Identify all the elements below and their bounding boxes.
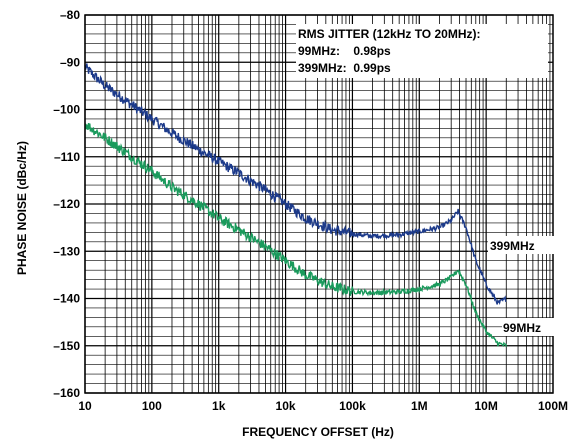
- y-tick-label: –140: [53, 292, 80, 306]
- series-line-399MHz: [84, 63, 507, 305]
- series-line-99MHz: [84, 123, 507, 348]
- y-tick-label: –110: [54, 150, 80, 164]
- annotation-line: RMS JITTER (12kHz TO 20MHz):: [298, 27, 480, 41]
- y-tick-label: –90: [60, 55, 80, 69]
- x-tick-label: 10: [78, 399, 92, 413]
- x-tick-label: 1M: [411, 399, 428, 413]
- plot-frame: [84, 14, 554, 394]
- jitter-annotation: RMS JITTER (12kHz TO 20MHz): 99MHz: 0.98p…: [296, 24, 548, 78]
- series-label-99MHz: 99MHz: [503, 321, 541, 335]
- x-tick-label: 100M: [538, 399, 568, 413]
- y-axis-title: PHASE NOISE (dBc/Hz): [15, 141, 29, 275]
- x-tick-label: 10M: [474, 399, 497, 413]
- annotation-line: 399MHz: 0.99ps: [298, 61, 391, 75]
- x-tick-label: 1k: [212, 399, 226, 413]
- series-label-399MHz: 399MHz: [490, 239, 535, 253]
- x-tick-labels: 10 100 1k 10k 100k 1M 10M 100M: [78, 399, 568, 413]
- plot-border: [84, 14, 554, 394]
- y-tick-label: –80: [60, 8, 80, 22]
- y-tick-label: –100: [53, 103, 80, 117]
- series-label-bg: [502, 318, 554, 336]
- y-tick-labels: –80 –90 –100 –110 –120 –130 –140 –150 –160: [53, 8, 80, 400]
- y-tick-label: –120: [53, 197, 80, 211]
- series-label-bg: [488, 236, 554, 254]
- x-axis-title: FREQUENCY OFFSET (Hz): [242, 425, 394, 439]
- x-tick-label: 100: [142, 399, 162, 413]
- annotation-line: 99MHz: 0.98ps: [298, 44, 391, 58]
- y-tick-label: –160: [53, 386, 80, 400]
- y-tick-label: –150: [53, 339, 80, 353]
- y-tick-label: –130: [53, 244, 80, 258]
- annotation-background: [296, 24, 548, 78]
- x-tick-label: 10k: [276, 399, 296, 413]
- x-tick-label: 100k: [339, 399, 366, 413]
- series-labels: 399MHz 99MHz: [488, 236, 554, 336]
- plot-series: [84, 63, 507, 348]
